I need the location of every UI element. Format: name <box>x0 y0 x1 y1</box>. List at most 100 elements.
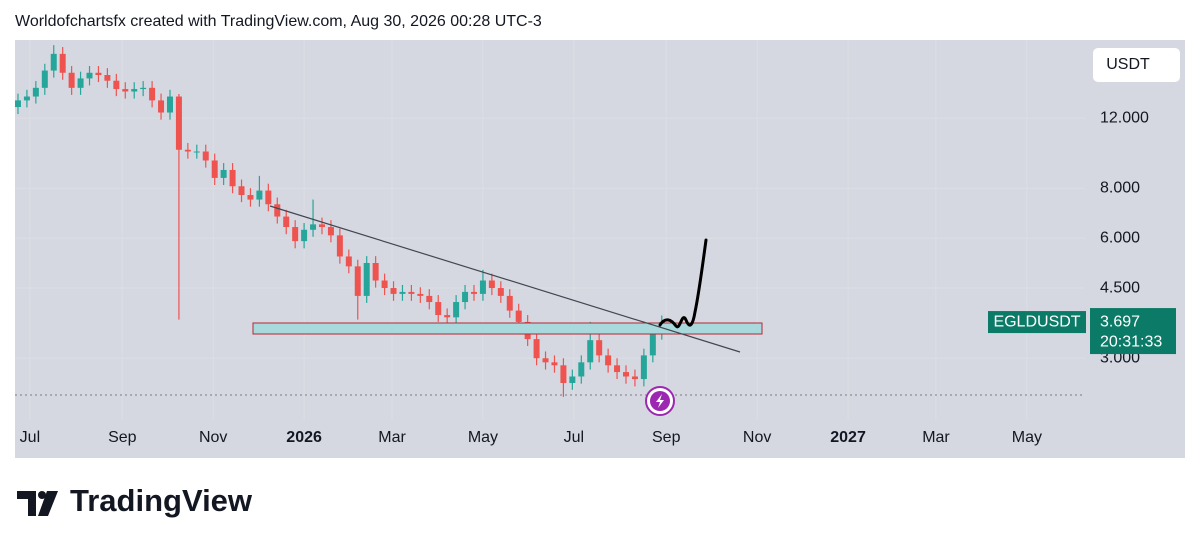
candle-body <box>140 87 147 90</box>
candle-body <box>345 256 352 267</box>
candle-body <box>453 302 460 318</box>
candle-body <box>220 169 227 178</box>
candle-body <box>488 280 495 289</box>
candle-body <box>238 186 245 196</box>
candle-body <box>131 89 138 92</box>
candle-body <box>193 151 200 153</box>
candle-body <box>569 376 576 384</box>
trendline <box>269 205 741 353</box>
candle-body <box>41 70 48 88</box>
candle-body <box>560 365 567 384</box>
candle-body <box>649 332 656 356</box>
candle-body <box>292 227 299 242</box>
candle-body <box>149 87 156 101</box>
event-icon <box>645 386 675 416</box>
candle-body <box>68 72 75 88</box>
support-zone <box>252 322 763 335</box>
x-tick-label: Jul <box>564 429 584 446</box>
brand: TradingView <box>70 483 253 518</box>
forecast-drawing <box>658 238 708 329</box>
x-tick-label: May <box>1012 429 1042 446</box>
candle-body <box>623 372 630 377</box>
candle-body <box>318 224 325 228</box>
y-tick-label: 8.000 <box>1100 180 1140 197</box>
x-tick-label: 2027 <box>830 429 866 446</box>
candles <box>14 45 665 397</box>
candle-body <box>399 291 406 294</box>
x-tick-label: Nov <box>743 429 771 446</box>
x-tick-label: Sep <box>652 429 681 446</box>
candle-body <box>497 288 504 296</box>
x-tick-label: Sep <box>108 429 137 446</box>
candle-body <box>256 190 263 200</box>
chart-panel <box>15 40 1185 458</box>
countdown: 20:31:33 <box>1100 333 1162 350</box>
candle-body <box>587 340 594 363</box>
candle-body <box>605 355 612 366</box>
candle-body <box>417 293 424 296</box>
candle-body <box>310 224 317 230</box>
candle-body <box>408 291 415 294</box>
candle-body <box>211 160 218 178</box>
candle-body <box>578 362 585 377</box>
candle-body <box>301 229 308 242</box>
candle-body <box>122 89 129 92</box>
candle-body <box>166 96 173 113</box>
candle-body <box>175 96 182 150</box>
y-tick-label: 6.000 <box>1100 229 1140 246</box>
candle-body <box>229 169 236 187</box>
candle-body <box>113 80 120 90</box>
candle-body <box>372 262 379 281</box>
candle-body <box>158 100 165 113</box>
candle-body <box>381 280 388 289</box>
candle-body <box>515 310 522 322</box>
candle-body <box>265 190 272 205</box>
candle-body <box>23 96 30 101</box>
last-price: 3.697 <box>1100 313 1140 330</box>
candle-body <box>551 362 558 366</box>
candle-body <box>95 72 102 76</box>
x-tick-label: Mar <box>378 429 406 446</box>
currency[interactable]: USDT <box>1106 56 1150 73</box>
price-label-box <box>1090 308 1176 355</box>
candle-body <box>533 339 540 359</box>
symbol-label: EGLDUSDT <box>993 313 1080 330</box>
candle-body <box>640 355 647 380</box>
x-tick-label: May <box>468 429 498 446</box>
grid <box>15 40 1085 420</box>
candle-body <box>336 235 343 257</box>
candle-body <box>435 302 442 316</box>
candle-body <box>542 358 549 363</box>
candle-body <box>390 288 397 294</box>
candle-body <box>14 100 21 108</box>
candle-body <box>202 151 209 161</box>
candle-body <box>32 87 39 97</box>
y-tick-label: 12.000 <box>1100 109 1149 126</box>
candle-body <box>50 53 57 71</box>
candle-body <box>59 53 66 73</box>
y-tick-label: 4.500 <box>1100 279 1140 296</box>
candle-body <box>327 227 334 236</box>
header-text: Worldofchartsfx created with TradingView… <box>15 13 542 30</box>
x-tick-label: 2026 <box>286 429 322 446</box>
x-tick-label: Mar <box>922 429 950 446</box>
candle-body <box>470 291 477 294</box>
candle-body <box>184 149 191 152</box>
candle-body <box>479 280 486 294</box>
symbol-label-box <box>988 311 1086 334</box>
candle-body <box>631 376 638 380</box>
candle-body <box>354 266 361 296</box>
candle-body <box>462 291 469 303</box>
candle-body <box>363 262 370 296</box>
candle-body <box>104 75 111 81</box>
x-tick-label: Nov <box>199 429 227 446</box>
candle-body <box>77 78 84 88</box>
candle-body <box>274 204 281 217</box>
currency-button[interactable] <box>1093 48 1180 82</box>
candle-body <box>247 195 254 200</box>
candle-body <box>86 72 93 79</box>
candle-body <box>444 315 451 318</box>
x-tick-label: Jul <box>20 429 40 446</box>
